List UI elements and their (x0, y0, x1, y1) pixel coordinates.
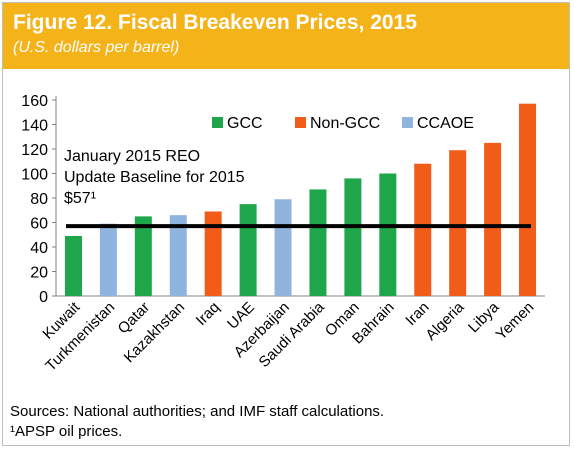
figure-frame: Figure 12. Fiscal Breakeven Prices, 2015… (2, 2, 570, 446)
bar (64, 235, 82, 296)
title-banner: Figure 12. Fiscal Breakeven Prices, 2015… (3, 3, 569, 69)
legend-swatch (212, 117, 223, 128)
baseline-label-line: $57¹ (64, 190, 96, 207)
x-tick-label: Iran (402, 299, 432, 329)
bar (274, 199, 292, 296)
legend-label: CCAOE (417, 115, 474, 132)
sources-text: Sources: National authorities; and IMF s… (10, 403, 385, 420)
bar (484, 142, 502, 296)
bar (344, 178, 362, 296)
y-tick-label: 40 (30, 240, 48, 257)
y-tick-label: 100 (21, 167, 48, 184)
bar (99, 223, 117, 296)
bar (169, 215, 187, 296)
sources-note: Sources: National authorities; and IMF s… (10, 402, 384, 442)
baseline-label-line: Update Baseline for 2015 (64, 169, 245, 186)
bar (449, 150, 467, 296)
bar (134, 216, 152, 296)
y-tick-label: 20 (30, 265, 48, 282)
bar (414, 163, 432, 296)
y-tick-label: 140 (21, 118, 48, 135)
legend-label: Non-GCC (310, 115, 380, 132)
y-tick-label: 160 (21, 93, 48, 110)
y-tick-label: 0 (39, 289, 48, 306)
figure-subtitle: (U.S. dollars per barrel) (13, 39, 180, 56)
x-tick-label: Yemen (493, 299, 538, 344)
x-tick-label: Iraq (193, 299, 223, 329)
bar (519, 103, 537, 296)
legend-swatch (402, 117, 413, 128)
figure-title: Figure 12. Fiscal Breakeven Prices, 2015 (13, 11, 417, 34)
legend-swatch (295, 117, 306, 128)
bar (204, 211, 222, 296)
y-tick-label: 120 (21, 142, 48, 159)
y-tick-label: 60 (30, 216, 48, 233)
bar (379, 173, 397, 296)
legend-label: GCC (227, 115, 263, 132)
footnote-text: ¹APSP oil prices. (10, 423, 123, 440)
x-tick-label: Algeria (422, 298, 468, 344)
bar (239, 204, 257, 296)
bar (309, 189, 327, 296)
y-tick-label: 80 (30, 191, 48, 208)
baseline-label-line: January 2015 REO (64, 148, 200, 165)
